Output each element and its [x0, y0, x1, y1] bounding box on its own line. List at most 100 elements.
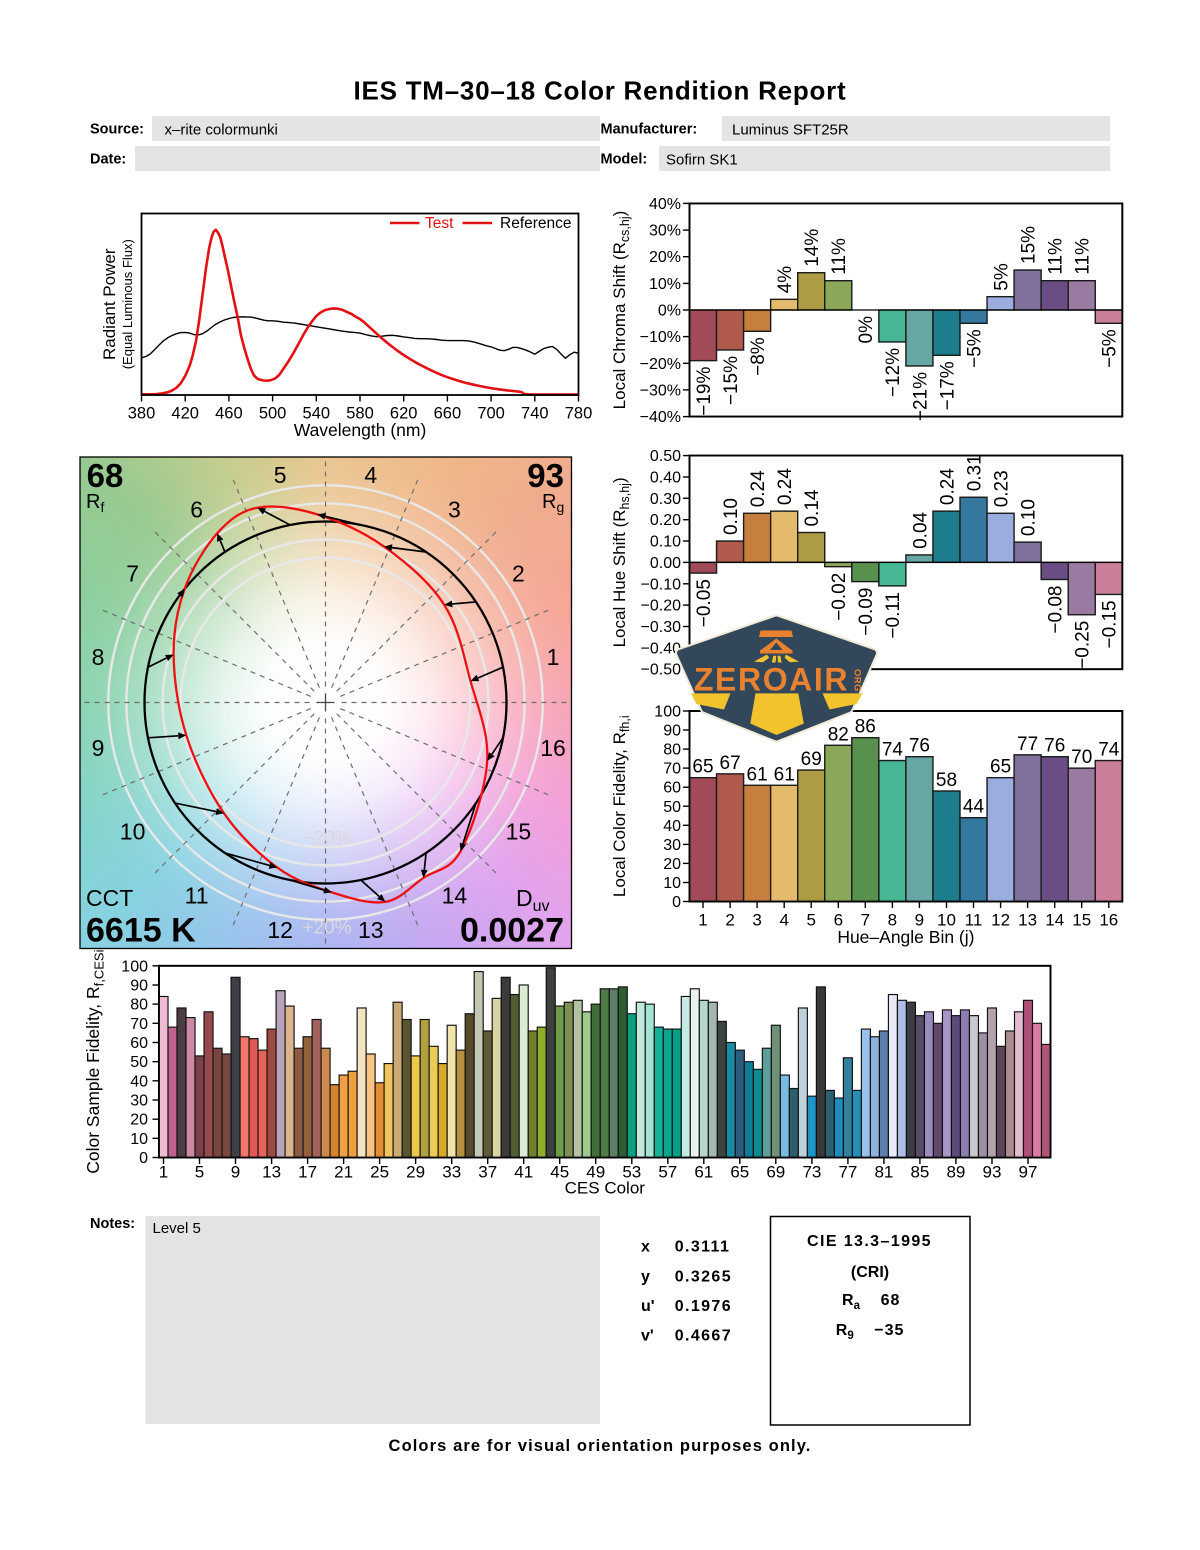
svg-text:10: 10	[120, 818, 146, 844]
svg-text:−0.15: −0.15	[1100, 600, 1121, 648]
svg-text:85: 85	[910, 1163, 929, 1182]
svg-text:0.10: 0.10	[721, 498, 742, 535]
svg-text:10: 10	[663, 875, 681, 892]
svg-text:6: 6	[190, 497, 203, 523]
svg-text:30%: 30%	[649, 223, 681, 240]
svg-text:61: 61	[747, 764, 768, 785]
svg-text:11: 11	[185, 882, 209, 908]
svg-text:0.1976: 0.1976	[675, 1298, 732, 1315]
svg-text:−17%: −17%	[937, 361, 958, 410]
svg-text:0: 0	[672, 894, 681, 911]
svg-text:ORG: ORG	[852, 669, 863, 692]
svg-text:30: 30	[663, 837, 681, 854]
svg-text:21: 21	[334, 1163, 353, 1182]
svg-text:0.31: 0.31	[964, 454, 985, 491]
svg-text:11%: 11%	[1073, 238, 1094, 275]
svg-text:40: 40	[130, 1073, 148, 1090]
svg-text:61: 61	[774, 764, 795, 785]
svg-text:x: x	[641, 1239, 650, 1256]
svg-text:89: 89	[946, 1163, 965, 1182]
svg-text:97: 97	[1019, 1163, 1038, 1182]
svg-text:70: 70	[663, 761, 681, 778]
svg-text:20: 20	[663, 856, 681, 873]
svg-text:−8%: −8%	[748, 337, 769, 376]
svg-text:580: 580	[346, 405, 374, 423]
svg-text:41: 41	[514, 1163, 533, 1182]
svg-text:90: 90	[663, 723, 681, 740]
svg-text:12: 12	[991, 911, 1010, 930]
svg-text:Hue–Angle Bin (j): Hue–Angle Bin (j)	[837, 927, 974, 947]
svg-text:y: y	[641, 1269, 650, 1286]
svg-text:R9: R9	[836, 1322, 854, 1342]
svg-text:Date:: Date:	[90, 152, 126, 168]
svg-text:7: 7	[861, 911, 870, 930]
svg-text:0.24: 0.24	[748, 470, 769, 507]
svg-text:380: 380	[128, 405, 156, 423]
svg-text:Notes:: Notes:	[90, 1216, 135, 1232]
svg-text:−0.40: −0.40	[641, 640, 682, 657]
svg-text:10: 10	[130, 1131, 148, 1148]
svg-text:44: 44	[963, 797, 985, 818]
svg-text:CIE 13.3–1995: CIE 13.3–1995	[807, 1233, 932, 1250]
svg-text:14%: 14%	[802, 229, 823, 267]
svg-text:0.23: 0.23	[991, 470, 1012, 507]
svg-text:58: 58	[936, 770, 957, 791]
svg-text:0.40: 0.40	[650, 470, 681, 487]
svg-text:Reference: Reference	[500, 215, 572, 232]
svg-text:40: 40	[663, 818, 681, 835]
svg-text:0.24: 0.24	[937, 468, 958, 505]
svg-text:57: 57	[658, 1163, 677, 1182]
svg-text:0%: 0%	[856, 316, 877, 344]
svg-text:100: 100	[121, 958, 148, 975]
svg-text:77: 77	[838, 1163, 857, 1182]
svg-text:−15%: −15%	[721, 356, 742, 405]
svg-text:9: 9	[915, 911, 924, 930]
svg-text:70: 70	[130, 1016, 148, 1033]
svg-text:460: 460	[215, 405, 243, 423]
svg-text:60: 60	[130, 1035, 148, 1052]
svg-text:30: 30	[130, 1093, 148, 1110]
svg-text:u': u'	[641, 1298, 655, 1315]
svg-text:660: 660	[434, 405, 462, 423]
svg-text:16: 16	[1099, 911, 1118, 930]
svg-text:9: 9	[231, 1163, 240, 1182]
svg-text:420: 420	[171, 405, 199, 423]
svg-text:69: 69	[801, 749, 822, 770]
svg-text:68: 68	[87, 457, 124, 494]
svg-text:13: 13	[358, 917, 384, 943]
svg-text:11: 11	[965, 911, 983, 930]
svg-text:65: 65	[730, 1163, 749, 1182]
svg-text:CES Color: CES Color	[565, 1179, 646, 1198]
svg-text:13: 13	[1018, 911, 1037, 930]
svg-text:v': v'	[641, 1328, 654, 1345]
svg-text:0.04: 0.04	[910, 511, 931, 548]
svg-text:Sofirn SK1: Sofirn SK1	[666, 152, 738, 169]
svg-text:Test: Test	[425, 215, 454, 232]
svg-text:14: 14	[1045, 911, 1064, 930]
svg-text:65: 65	[692, 757, 713, 778]
svg-text:73: 73	[802, 1163, 821, 1182]
svg-text:0.10: 0.10	[650, 534, 681, 551]
svg-text:0.20: 0.20	[650, 512, 681, 529]
svg-text:53: 53	[622, 1163, 641, 1182]
svg-text:82: 82	[828, 724, 849, 745]
svg-text:−0.50: −0.50	[641, 662, 682, 679]
svg-text:15: 15	[1072, 911, 1091, 930]
svg-text:−40%: −40%	[640, 409, 681, 426]
svg-text:0.4667: 0.4667	[675, 1328, 732, 1345]
svg-text:700: 700	[477, 405, 505, 423]
svg-text:76: 76	[1044, 736, 1065, 757]
svg-text:Ra: Ra	[842, 1292, 861, 1312]
svg-text:+20%: +20%	[302, 918, 351, 939]
svg-text:5%: 5%	[991, 263, 1012, 291]
svg-text:−0.05: −0.05	[694, 579, 715, 627]
svg-text:780: 780	[565, 405, 593, 423]
svg-text:4: 4	[364, 462, 377, 488]
svg-text:Level 5: Level 5	[153, 1220, 201, 1237]
svg-text:60: 60	[663, 780, 681, 797]
svg-text:2: 2	[725, 911, 734, 930]
svg-text:80: 80	[663, 742, 681, 759]
svg-text:(CRI): (CRI)	[851, 1264, 889, 1281]
svg-text:−0.25: −0.25	[1073, 621, 1094, 669]
svg-text:0.0027: 0.0027	[460, 912, 564, 950]
